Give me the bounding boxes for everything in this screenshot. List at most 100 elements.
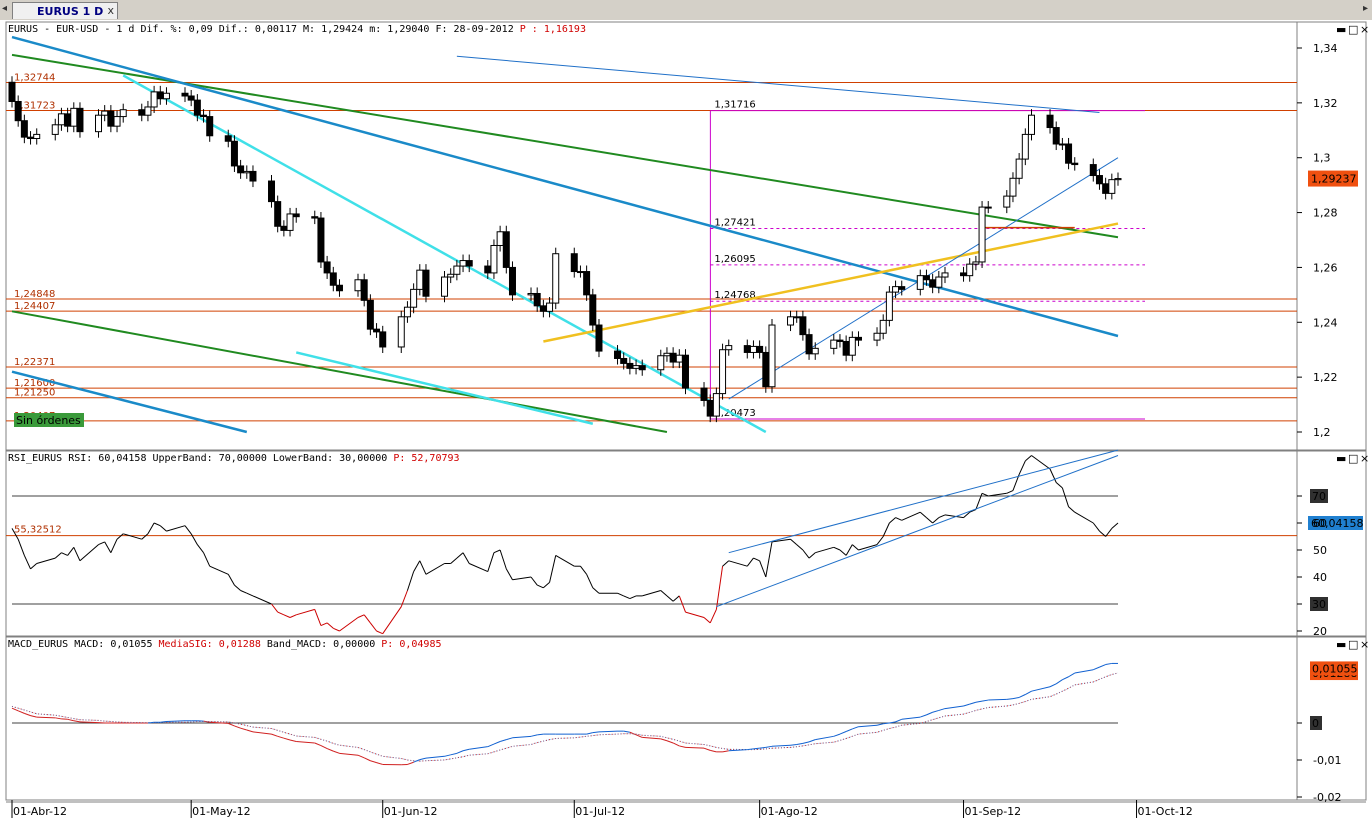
candle-bullish[interactable] [113, 116, 121, 127]
candle-bullish[interactable] [725, 345, 733, 351]
panel-maximize-icon[interactable]: □ [1348, 452, 1358, 465]
candle-bullish[interactable] [873, 332, 881, 341]
candle-bearish[interactable] [484, 265, 492, 274]
candle-bearish[interactable] [502, 231, 510, 268]
candle-bullish[interactable] [286, 213, 294, 231]
panel-minimize-icon[interactable]: ▬ [1336, 638, 1346, 651]
candle-bearish[interactable] [570, 253, 578, 273]
candle-bearish[interactable] [836, 339, 844, 342]
candle-bearish[interactable] [193, 99, 201, 116]
candle-bearish[interactable] [508, 266, 516, 296]
candle-bearish[interactable] [422, 269, 430, 297]
candle-bearish[interactable] [107, 110, 115, 127]
candle-bearish[interactable] [638, 365, 646, 371]
candle-bearish[interactable] [583, 271, 591, 296]
candle-bullish[interactable] [984, 206, 992, 209]
candle-bullish[interactable] [33, 133, 41, 140]
candle-bearish[interactable] [366, 299, 374, 330]
candle-bearish[interactable] [1052, 127, 1060, 145]
candle-bullish[interactable] [1108, 179, 1116, 194]
candle-bullish[interactable] [1009, 177, 1017, 197]
candle-bearish[interactable] [156, 91, 164, 100]
candle-bullish[interactable] [1021, 133, 1029, 160]
candle-bearish[interactable] [200, 114, 208, 118]
candle-bearish[interactable] [929, 279, 937, 288]
candle-bearish[interactable] [1071, 162, 1079, 166]
candle-bearish[interactable] [1065, 143, 1073, 164]
candle-bullish[interactable] [51, 124, 59, 135]
candle-bullish[interactable] [144, 106, 152, 116]
candle-bearish[interactable] [539, 305, 547, 312]
candle-bearish[interactable] [224, 135, 232, 142]
candle-bullish[interactable] [712, 393, 720, 417]
candle-bullish[interactable] [1003, 195, 1011, 208]
candle-bullish[interactable] [1058, 143, 1066, 146]
candle-bearish[interactable] [706, 399, 714, 417]
candle-bullish[interactable] [768, 324, 776, 388]
candle-bearish[interactable] [762, 351, 770, 388]
panel-minimize-icon[interactable]: ▬ [1336, 23, 1346, 36]
candle-bullish[interactable] [397, 316, 405, 348]
candle-bearish[interactable] [898, 286, 906, 290]
candle-bullish[interactable] [243, 170, 251, 174]
candle-bullish[interactable] [719, 349, 727, 395]
candle-bearish[interactable] [292, 213, 300, 218]
panel-close-icon[interactable]: × [1360, 452, 1369, 465]
candle-bearish[interactable] [756, 345, 764, 353]
candle-bullish[interactable] [749, 345, 757, 353]
candle-bearish[interactable] [595, 324, 603, 352]
candle-bearish[interactable] [329, 272, 337, 286]
candle-bearish[interactable] [237, 165, 245, 174]
candle-bullish[interactable] [787, 316, 795, 326]
candle-bullish[interactable] [459, 260, 467, 267]
candle-bearish[interactable] [268, 180, 276, 203]
candle-bullish[interactable] [892, 286, 900, 293]
candle-bullish[interactable] [453, 265, 461, 275]
candle-bearish[interactable] [960, 272, 968, 277]
candle-bearish[interactable] [922, 275, 930, 281]
candle-bullish[interactable] [632, 365, 640, 369]
candle-bearish[interactable] [76, 107, 84, 133]
candle-bullish[interactable] [675, 354, 683, 363]
candle-bearish[interactable] [187, 95, 195, 101]
candle-bullish[interactable] [410, 288, 418, 308]
candle-bearish[interactable] [8, 81, 16, 102]
candle-bearish[interactable] [589, 294, 597, 326]
candle-bearish[interactable] [373, 328, 381, 333]
candle-bearish[interactable] [1089, 164, 1097, 177]
candle-bearish[interactable] [669, 352, 677, 363]
candle-bullish[interactable] [546, 302, 554, 312]
panel-maximize-icon[interactable]: □ [1348, 23, 1358, 36]
candle-bearish[interactable] [533, 292, 541, 307]
candle-bearish[interactable] [64, 113, 72, 127]
candle-bullish[interactable] [1114, 178, 1122, 181]
candle-bullish[interactable] [527, 292, 535, 296]
candle-bearish[interactable] [620, 357, 628, 364]
candle-bearish[interactable] [27, 136, 35, 140]
panel-close-icon[interactable]: × [1360, 23, 1369, 36]
tab-close-icon[interactable]: x [107, 4, 114, 17]
candle-bearish[interactable] [1046, 114, 1054, 129]
candle-bearish[interactable] [20, 120, 28, 138]
panel-maximize-icon[interactable]: □ [1348, 638, 1358, 651]
candle-bearish[interactable] [311, 216, 319, 219]
candle-bearish[interactable] [465, 260, 473, 267]
candle-bearish[interactable] [14, 100, 22, 122]
candle-bearish[interactable] [842, 340, 850, 356]
candle-bullish[interactable] [441, 276, 449, 297]
candle-bullish[interactable] [941, 272, 949, 278]
candle-bullish[interactable] [657, 355, 665, 371]
candle-bearish[interactable] [249, 170, 257, 182]
candle-bearish[interactable] [360, 279, 368, 301]
candle-bearish[interactable] [181, 92, 189, 97]
tab-scroll-right-icon[interactable]: ▸ [1362, 3, 1368, 14]
candle-bullish[interactable] [70, 107, 78, 127]
candle-bullish[interactable] [935, 276, 943, 288]
candle-bullish[interactable] [490, 244, 498, 274]
candle-bullish[interactable] [885, 291, 893, 321]
candle-bullish[interactable] [95, 114, 103, 133]
candle-bullish[interactable] [354, 279, 362, 292]
candle-bearish[interactable] [1102, 183, 1110, 194]
candle-bearish[interactable] [335, 284, 343, 292]
